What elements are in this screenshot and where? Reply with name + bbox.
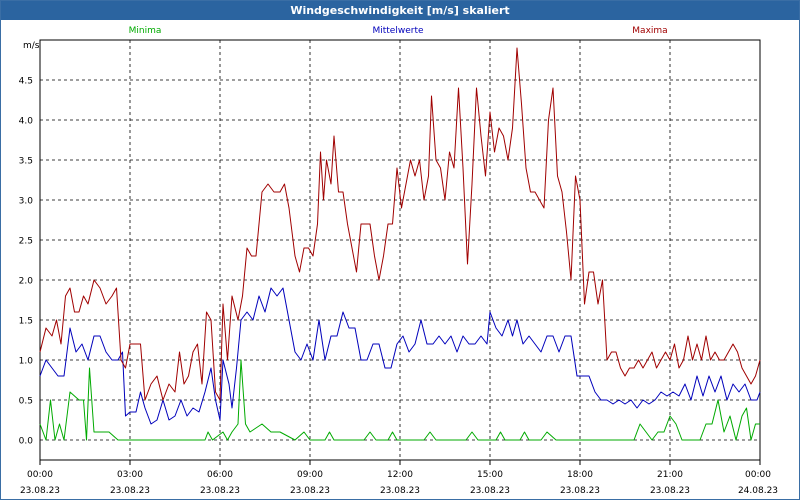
x-tick-time-label: 00:00 bbox=[745, 470, 771, 480]
series-lines bbox=[39, 47, 761, 441]
x-tick-date-label: 23.08.23 bbox=[20, 486, 60, 496]
x-tick-time-label: 00:00 bbox=[27, 470, 53, 480]
y-tick-label: 4.5 bbox=[19, 77, 33, 87]
x-tick-date-label: 23.08.23 bbox=[470, 486, 510, 496]
y-tick-label: 0.5 bbox=[19, 397, 33, 407]
y-tick-label: 1.5 bbox=[19, 317, 33, 327]
y-axis-label: m/s bbox=[23, 41, 40, 51]
legend-entry-maxima: Maxima bbox=[632, 26, 667, 36]
y-tick-label: 3.5 bbox=[19, 157, 33, 167]
x-tick-date-label: 24.08.23 bbox=[738, 486, 778, 496]
series-line-maxima bbox=[39, 47, 761, 401]
x-tick-time-label: 06:00 bbox=[207, 470, 233, 480]
x-tick-date-label: 23.08.23 bbox=[650, 486, 690, 496]
x-tick-date-label: 23.08.23 bbox=[290, 486, 330, 496]
axis-labels: 0.0 0.5 1.0 1.5 2.0 2.5 3.0 3.5 4.0 4.5 m/s 00:00 23… bbox=[19, 41, 778, 496]
x-tick-date-label: 23.08.23 bbox=[200, 486, 240, 496]
series-line-mittelwerte bbox=[39, 287, 761, 425]
x-tick-time-label: 15:00 bbox=[477, 470, 503, 480]
y-tick-label: 4.0 bbox=[19, 117, 34, 127]
x-tick-time-label: 18:00 bbox=[567, 470, 593, 480]
x-tick-date-label: 23.08.23 bbox=[110, 486, 150, 496]
legend: Minima Mittelwerte Maxima bbox=[129, 26, 668, 36]
x-tick-time-label: 21:00 bbox=[657, 470, 683, 480]
y-tick-label: 2.0 bbox=[19, 277, 34, 287]
legend-entry-minima: Minima bbox=[129, 26, 162, 36]
y-tick-label: 1.0 bbox=[19, 357, 34, 367]
line-chart: 0.0 0.5 1.0 1.5 2.0 2.5 3.0 3.5 4.0 4.5 m/s 00:00 23… bbox=[19, 26, 778, 496]
y-tick-label: 2.5 bbox=[19, 237, 33, 247]
y-tick-label: 0.0 bbox=[19, 437, 34, 447]
y-tick-label: 3.0 bbox=[19, 197, 34, 207]
x-tick-time-label: 12:00 bbox=[387, 470, 413, 480]
x-tick-date-label: 23.08.23 bbox=[380, 486, 420, 496]
x-tick-date-label: 23.08.23 bbox=[560, 486, 600, 496]
x-tick-time-label: 03:00 bbox=[117, 470, 143, 480]
x-tick-time-label: 09:00 bbox=[297, 470, 323, 480]
series-line-minima bbox=[39, 359, 760, 441]
legend-entry-mittelwerte: Mittelwerte bbox=[372, 26, 423, 36]
chart-title: Windgeschwindigkeit [m/s] skaliert bbox=[1, 1, 799, 20]
